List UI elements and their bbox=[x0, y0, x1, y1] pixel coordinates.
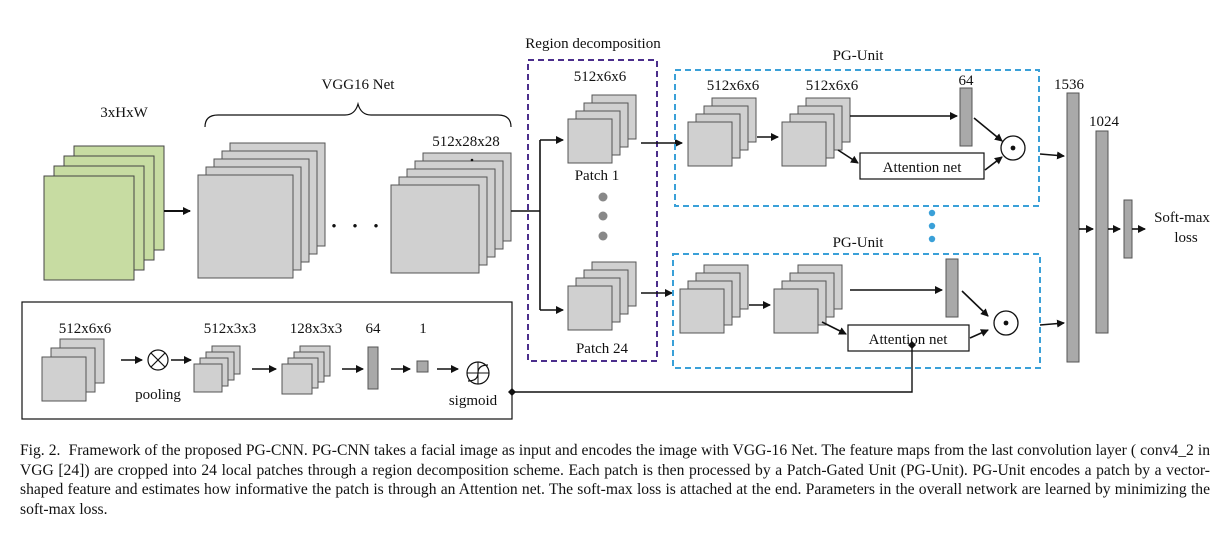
figure-caption: Fig. 2. Framework of the proposed PG-CNN… bbox=[20, 441, 1210, 519]
arrow-vector-to-gate-top bbox=[973, 117, 1003, 142]
vgg-title: VGG16 Net bbox=[322, 77, 396, 93]
att-in-size: 512x6x6 bbox=[59, 321, 112, 337]
arrow-attention-to-gate-bottom bbox=[969, 329, 989, 339]
vgg-output-stack bbox=[390, 152, 512, 274]
input-size-label: 3xHxW bbox=[100, 105, 148, 121]
vgg-output-size: 512x28x28 bbox=[432, 134, 500, 150]
pgunit-top-title: PG-Unit bbox=[833, 48, 885, 64]
att-fc-size: 64 bbox=[366, 321, 382, 337]
gate-multiply-top-dot bbox=[1010, 145, 1016, 151]
pgunit-bottom-mid-stack bbox=[773, 264, 843, 334]
att-pool-stack bbox=[193, 345, 241, 393]
att-conv-size: 128x3x3 bbox=[290, 321, 343, 337]
patch-size-label: 512x6x6 bbox=[574, 69, 627, 85]
patch1-stack bbox=[567, 94, 637, 164]
att-pool-size: 512x3x3 bbox=[204, 321, 257, 337]
patch24-label: Patch 24 bbox=[576, 341, 629, 357]
attention-detail-box bbox=[21, 301, 513, 420]
arrow-gate-top-to-fc bbox=[1039, 151, 1065, 160]
sigmoid-icon bbox=[466, 361, 490, 385]
attention-net-top-label: Attention net bbox=[883, 160, 963, 176]
pgunit-top-mid-stack bbox=[781, 97, 851, 167]
pgunit-bottom-vector bbox=[945, 258, 959, 318]
pgunit-vertical-dots bbox=[928, 209, 936, 243]
att-in-stack bbox=[41, 338, 105, 402]
sigmoid-label: sigmoid bbox=[449, 393, 498, 409]
caption-fig-number: Fig. 2. bbox=[20, 442, 61, 459]
attention-net-bottom-label: Attention net bbox=[869, 332, 949, 348]
fc-1024 bbox=[1095, 130, 1109, 334]
vgg-ellipsis: • • • bbox=[331, 219, 384, 235]
fc-1536-label: 1536 bbox=[1054, 77, 1085, 93]
arrow-gate-bottom-to-fc bbox=[1039, 319, 1065, 328]
fc-output bbox=[1123, 199, 1133, 259]
pgunit-top-in-stack bbox=[687, 97, 757, 167]
attention-net-top bbox=[859, 152, 985, 180]
region-decomposition-title: Region decomposition bbox=[525, 36, 661, 52]
pgunit-top-mid-size: 512x6x6 bbox=[806, 78, 859, 94]
att-out-size: 1 bbox=[419, 321, 427, 337]
attention-detail-connector bbox=[512, 345, 913, 393]
crop-location-dot bbox=[470, 158, 474, 162]
softmax-label: Soft-max bbox=[1154, 210, 1210, 226]
att-conv-stack bbox=[281, 345, 331, 395]
fc-1024-label: 1024 bbox=[1089, 114, 1120, 130]
branch-lines bbox=[511, 140, 541, 310]
connector-diamond-left bbox=[508, 388, 516, 396]
connector-diamond-right bbox=[908, 341, 916, 349]
vgg-brace bbox=[204, 101, 512, 128]
pg-cnn-diagram: 3xHxW VGG16 Net • • • 512x28x28 Region d… bbox=[21, 36, 1210, 420]
pooling-icon bbox=[147, 349, 169, 371]
pgunit-top-vec-size: 64 bbox=[959, 73, 975, 89]
pgunit-bottom-title: PG-Unit bbox=[833, 235, 885, 251]
patch1-label: Patch 1 bbox=[575, 168, 620, 184]
pgunit-top-in-size: 512x6x6 bbox=[707, 78, 760, 94]
pooling-label: pooling bbox=[135, 387, 181, 403]
region-decomposition-box bbox=[527, 59, 658, 362]
vgg-feature-stack bbox=[197, 142, 326, 279]
pgunit-top-box bbox=[674, 69, 1040, 207]
arrow-pgunit-bottom-to-attention bbox=[821, 321, 847, 335]
patch-vertical-dots bbox=[598, 192, 608, 241]
pgunit-bottom-in-stack bbox=[679, 264, 749, 334]
arrow-attention-to-gate-top bbox=[984, 156, 1003, 171]
loss-label: loss bbox=[1174, 230, 1198, 246]
fc-1536 bbox=[1066, 92, 1080, 363]
arrow-pgunit-top-to-attention bbox=[837, 149, 859, 164]
att-scalar bbox=[416, 360, 429, 373]
pgunit-top-vector bbox=[959, 87, 973, 147]
caption-text: Framework of the proposed PG-CNN. PG-CNN… bbox=[20, 442, 1211, 518]
gate-multiply-bottom-dot bbox=[1003, 320, 1009, 326]
attention-net-bottom bbox=[847, 324, 970, 352]
patch24-stack bbox=[567, 261, 637, 331]
pgunit-bottom-box bbox=[672, 253, 1041, 369]
arrow-vector-to-gate-bottom bbox=[961, 290, 989, 317]
input-image-stack bbox=[43, 145, 165, 281]
att-fc-vector bbox=[367, 346, 379, 390]
